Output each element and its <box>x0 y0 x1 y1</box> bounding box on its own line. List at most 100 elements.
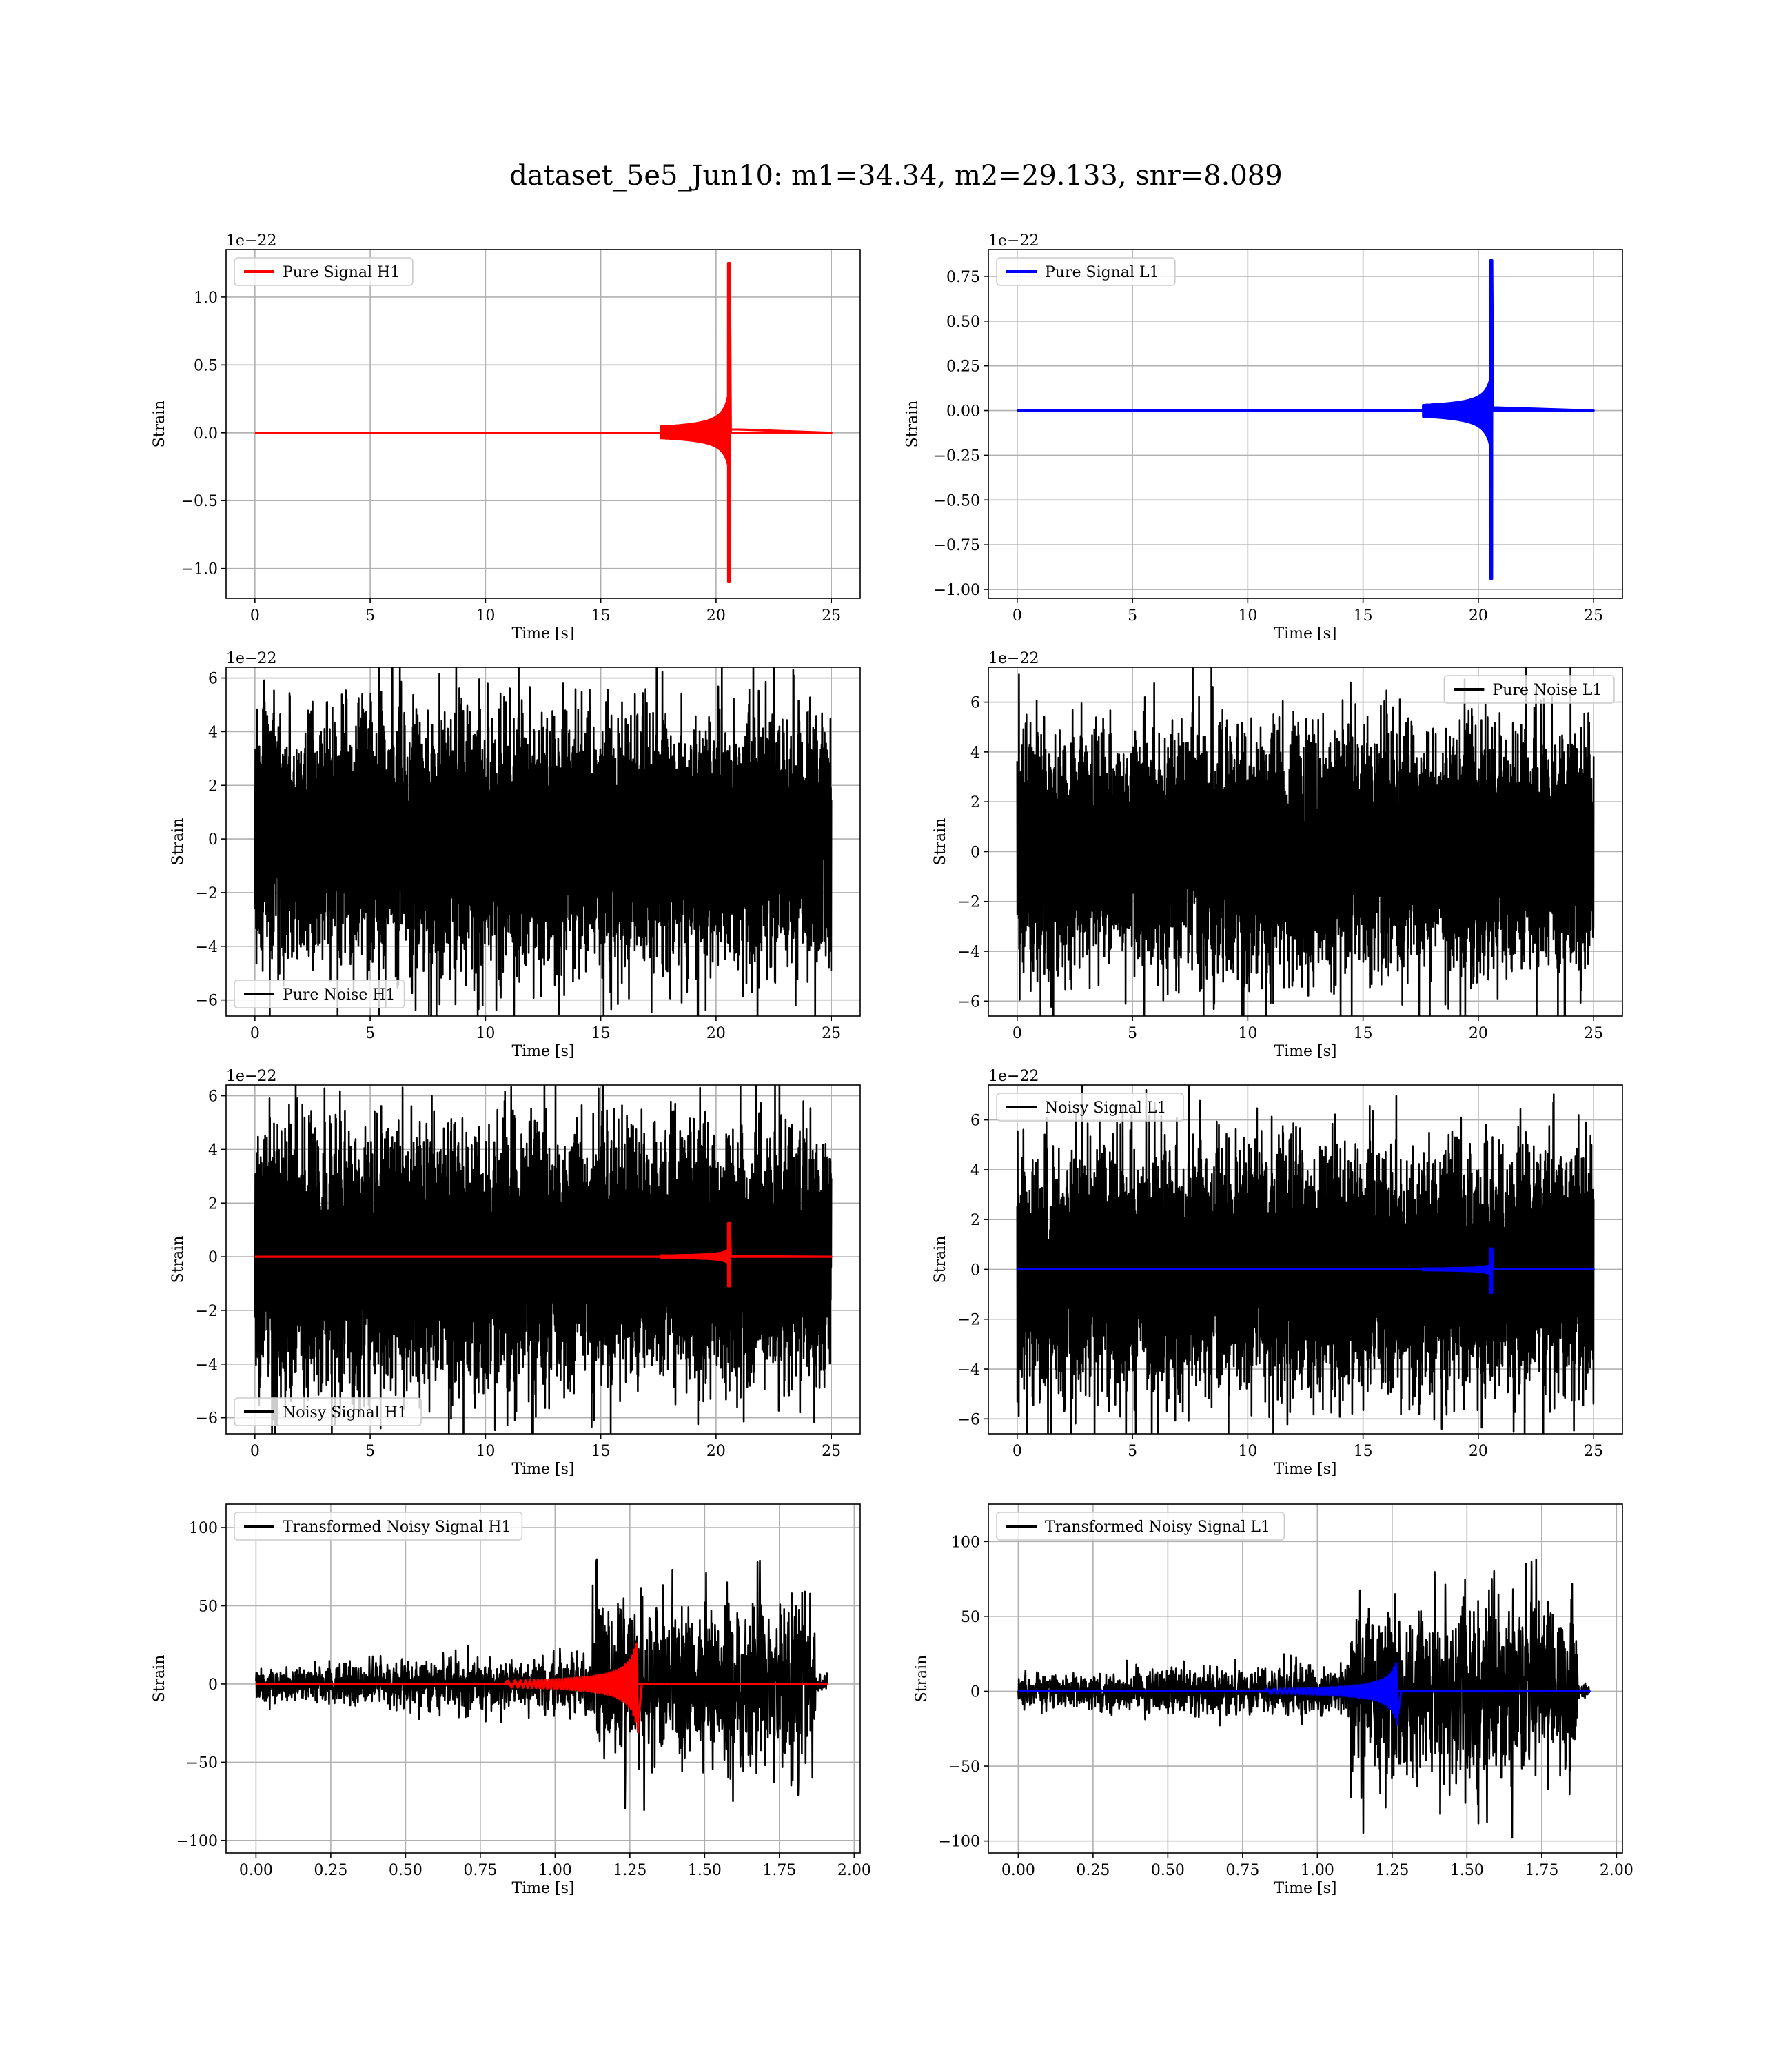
x-tick-label: 2.00 <box>1600 1862 1633 1879</box>
x-tick-label: 25 <box>822 1443 841 1460</box>
y-axis-label: Strain <box>932 818 949 866</box>
subplot-3: 0 5 10 15 20 25 −6 −4 −2 0 2 4 6 Time [s] Strain 1e−22 P… <box>170 650 861 1060</box>
x-tick-label: 25 <box>1584 607 1603 625</box>
x-tick-label: 1.50 <box>688 1862 722 1879</box>
y-tick-label: −0.75 <box>934 537 980 554</box>
x-axis-label: Time [s] <box>1274 1043 1336 1060</box>
x-axis-label: Time [s] <box>511 1461 574 1478</box>
y-tick-label: −2 <box>958 894 980 911</box>
y-tick-label: 0.50 <box>946 314 980 331</box>
y-tick-label: 0.0 <box>194 425 218 443</box>
legend-box <box>996 1093 1184 1122</box>
series-line <box>1017 1247 1595 1294</box>
y-tick-label: −50 <box>186 1754 218 1772</box>
offset-text: 1e−22 <box>226 650 276 667</box>
x-tick-label: 10 <box>476 1025 495 1042</box>
x-tick-label: 0.25 <box>314 1862 347 1879</box>
y-tick-label: 4 <box>970 1162 980 1179</box>
y-tick-label: 100 <box>189 1520 218 1537</box>
y-tick-label: 50 <box>198 1598 218 1615</box>
legend-box <box>234 980 405 1008</box>
x-tick-label: 20 <box>706 1025 726 1042</box>
x-tick-label: 0.75 <box>1225 1862 1259 1879</box>
x-tick-label: 2.00 <box>837 1862 871 1879</box>
axes-frame <box>988 1503 1623 1854</box>
series-line <box>256 1642 828 1734</box>
x-tick-label: 5 <box>1128 1025 1137 1042</box>
subplot-8: 0.00 0.25 0.50 0.75 1.00 1.25 1.50 1.75 2.00 −100… <box>913 1503 1633 1897</box>
subplot-1: 0 5 10 15 20 25 −1.0 −0.5 0.0 0.5 1.0 Time [s] Strai… <box>151 232 861 642</box>
x-tick-label: 0.50 <box>1151 1862 1185 1879</box>
legend-box <box>996 1512 1285 1541</box>
x-tick-label: 1.25 <box>1375 1862 1409 1879</box>
offset-text: 1e−22 <box>988 1068 1039 1085</box>
legend: Noisy Signal L1 <box>996 1093 1184 1122</box>
y-tick-label: −6 <box>958 1411 980 1428</box>
series-line <box>1017 259 1595 580</box>
y-tick-label: 2 <box>970 794 980 811</box>
y-tick-label: −6 <box>196 993 218 1010</box>
legend-label: Transformed Noisy Signal L1 <box>1045 1519 1270 1536</box>
y-tick-label: −2 <box>958 1312 980 1329</box>
series-line <box>1016 1085 1595 1434</box>
y-axis-label: Strain <box>170 1236 187 1284</box>
x-tick-label: 25 <box>1584 1443 1603 1460</box>
y-tick-label: −100 <box>176 1833 218 1850</box>
y-tick-label: 0 <box>208 1676 218 1694</box>
y-tick-label: −0.50 <box>934 492 980 509</box>
legend-box <box>234 1512 523 1541</box>
y-tick-label: −6 <box>196 1410 218 1428</box>
x-tick-label: 15 <box>591 607 611 625</box>
x-tick-label: 1.50 <box>1450 1862 1484 1879</box>
x-tick-label: 0 <box>1012 1443 1022 1460</box>
x-tick-label: 10 <box>1238 607 1257 625</box>
legend: Transformed Noisy Signal H1 <box>234 1512 523 1541</box>
axes-frame <box>225 249 861 599</box>
y-tick-label: 2 <box>970 1212 980 1229</box>
y-tick-label: 0 <box>208 1249 218 1266</box>
offset-text: 1e−22 <box>226 1068 276 1085</box>
y-tick-label: 6 <box>208 671 218 688</box>
x-tick-label: 0.75 <box>463 1862 497 1879</box>
series-line <box>254 262 833 583</box>
axes-frame <box>225 667 861 1017</box>
x-tick-label: 10 <box>476 1443 495 1460</box>
y-tick-label: 4 <box>208 1142 218 1159</box>
axes-frame <box>225 1503 861 1854</box>
offset-text: 1e−22 <box>988 232 1039 250</box>
x-tick-label: 5 <box>1128 607 1137 625</box>
series-line <box>254 1221 833 1288</box>
plot-area <box>1017 1558 1591 1839</box>
y-tick-label: 0.5 <box>194 357 218 374</box>
y-tick-label: −2 <box>196 1303 218 1320</box>
y-tick-label: −6 <box>958 993 980 1011</box>
x-tick-label: 1.00 <box>538 1862 572 1879</box>
x-tick-label: 0.50 <box>389 1862 422 1879</box>
x-tick-label: 15 <box>1354 607 1373 625</box>
x-tick-label: 15 <box>1354 1443 1373 1460</box>
plot-area <box>254 1085 833 1434</box>
y-tick-label: 0 <box>970 1261 980 1279</box>
subplot-7: 0.00 0.25 0.50 0.75 1.00 1.25 1.50 1.75 2.00 −100… <box>151 1503 871 1897</box>
series-line <box>1016 667 1595 1016</box>
y-tick-label: −4 <box>958 1361 980 1379</box>
axes-frame <box>988 1084 1623 1435</box>
y-tick-label: −0.5 <box>181 493 218 510</box>
plot-area <box>255 1558 828 1811</box>
legend: Pure Noise H1 <box>234 980 405 1008</box>
y-tick-label: 6 <box>970 695 980 712</box>
subplot-4: 0 5 10 15 20 25 −6 −4 −2 0 2 4 6 Time [s] Strain 1e−22 P… <box>932 650 1623 1060</box>
legend: Pure Noise L1 <box>1443 675 1615 704</box>
y-tick-label: −4 <box>196 939 218 956</box>
y-tick-label: −50 <box>948 1758 980 1776</box>
x-tick-label: 10 <box>1238 1025 1257 1042</box>
legend: Pure Signal L1 <box>996 257 1176 286</box>
x-tick-label: 25 <box>822 607 841 625</box>
legend-label: Pure Noise L1 <box>1492 682 1602 699</box>
x-tick-label: 10 <box>476 607 495 625</box>
y-axis-label: Strain <box>151 401 168 448</box>
figure-title: dataset_5e5_Jun10: m1=34.34, m2=29.133, … <box>509 160 1282 192</box>
legend-label: Transformed Noisy Signal H1 <box>283 1519 511 1536</box>
y-tick-label: 6 <box>970 1113 980 1130</box>
x-tick-label: 0.00 <box>1001 1862 1035 1879</box>
